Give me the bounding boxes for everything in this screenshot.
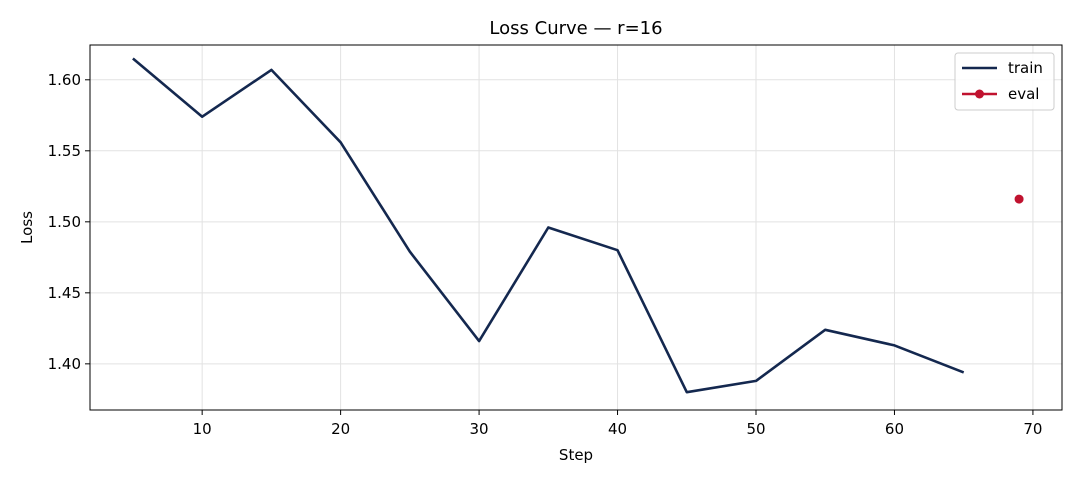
grid: [90, 45, 1062, 410]
y-tick-label: 1.55: [48, 142, 81, 160]
x-tick-label: 10: [193, 420, 212, 438]
x-tick-label: 50: [746, 420, 765, 438]
data-point-eval: [1014, 194, 1024, 204]
y-axis-label: Loss: [18, 211, 36, 244]
x-tick-label: 60: [885, 420, 904, 438]
series-line-train: [132, 57, 965, 394]
x-tick-label: 70: [1023, 420, 1042, 438]
x-tick-label: 20: [331, 420, 350, 438]
y-tick-label: 1.45: [48, 284, 81, 302]
x-axis-label: Step: [559, 446, 593, 464]
chart-title: Loss Curve — r=16: [489, 18, 662, 39]
plot-frame: [89, 44, 1063, 411]
legend: train eval: [954, 52, 1055, 111]
ticks: 10 20 30 40 50 60 70 1.40 1.45 1.50 1.55 1.60: [48, 71, 1043, 438]
legend-label-eval: eval: [1008, 85, 1039, 103]
series-layer: [132, 57, 1024, 394]
y-tick-label: 1.40: [48, 355, 81, 373]
x-tick-label: 40: [608, 420, 627, 438]
legend-label-train: train: [1008, 59, 1043, 77]
y-tick-label: 1.50: [48, 213, 81, 231]
y-tick-label: 1.60: [48, 71, 81, 89]
legend-marker-eval: [975, 89, 984, 99]
x-tick-label: 30: [470, 420, 489, 438]
